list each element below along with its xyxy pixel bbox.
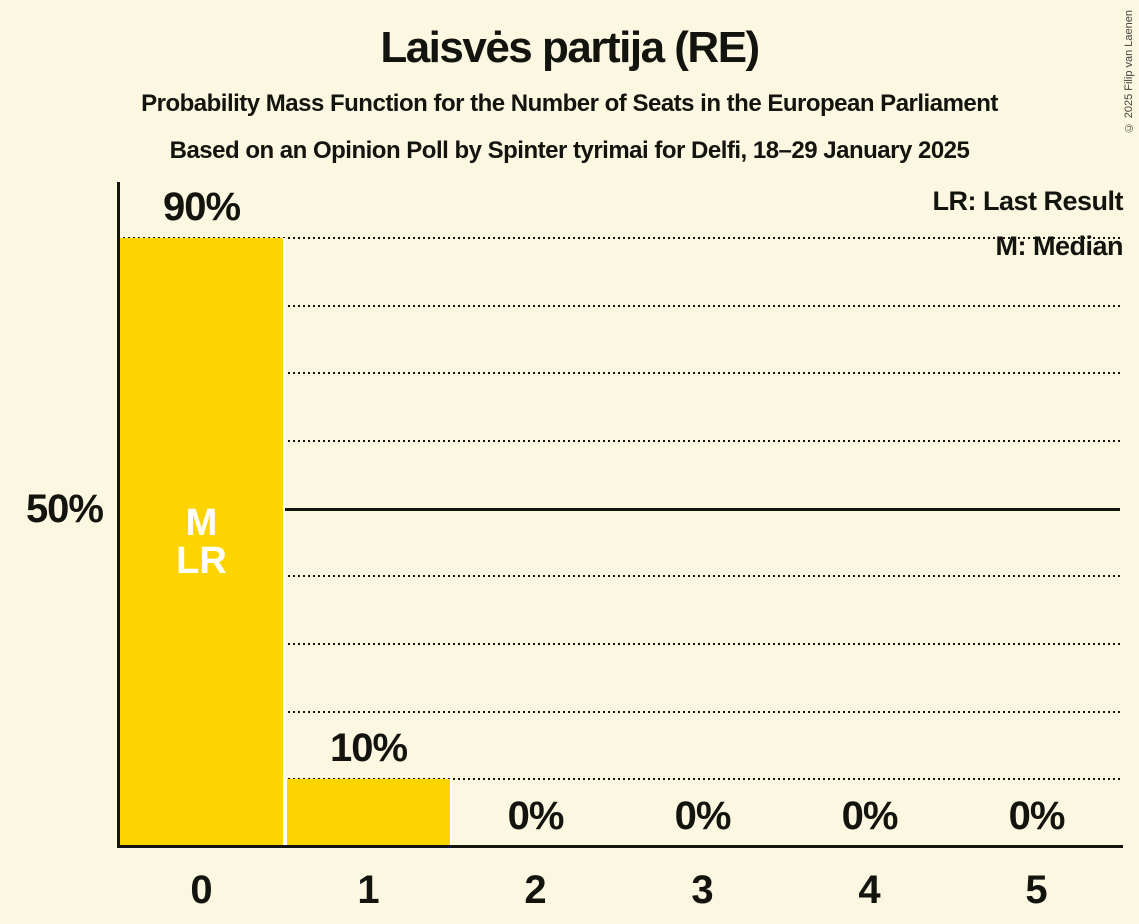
legend-median: M: Median	[995, 231, 1124, 261]
gridline-70pct	[118, 372, 1120, 375]
bar-value-label-5: 0%	[1008, 794, 1066, 838]
gridline-20pct	[118, 710, 1120, 713]
x-tick-1: 1	[357, 868, 380, 912]
bar-value-label-3: 0%	[674, 794, 732, 838]
y-axis-label-50: 50%	[25, 487, 104, 531]
copyright-notice: © 2025 Filip van Laenen	[1123, 10, 1135, 134]
chart-title: Laisvės partija (RE)	[380, 23, 760, 72]
bar-value-label-2: 0%	[507, 794, 565, 838]
median-last-result-annotation: M LR	[118, 238, 285, 847]
bar-seat-1	[285, 779, 452, 847]
x-axis-line	[117, 845, 1123, 848]
x-tick-3: 3	[691, 868, 714, 912]
gridline-40pct	[118, 575, 1120, 578]
x-tick-4: 4	[858, 868, 881, 912]
gridline-60pct	[118, 439, 1120, 442]
gridline-50pct	[118, 507, 1120, 511]
x-tick-0: 0	[190, 868, 213, 912]
chart-subtitle-line1: Probability Mass Function for the Number…	[141, 90, 998, 117]
y-axis-line	[117, 182, 120, 847]
annotation-line-m: M	[185, 502, 218, 545]
bar-seat-0	[118, 237, 285, 847]
gridline-10pct	[118, 778, 1120, 781]
gridline-30pct	[118, 642, 1120, 645]
legend-last-result: LR: Last Result	[932, 186, 1123, 216]
annotation-line-lr: LR	[176, 540, 227, 583]
gridline-90pct	[118, 236, 1120, 239]
chart-subtitle-line2: Based on an Opinion Poll by Spinter tyri…	[169, 137, 970, 164]
bar-value-label-4: 0%	[841, 794, 899, 838]
x-tick-2: 2	[524, 868, 547, 912]
bar-value-label-1: 10%	[329, 726, 408, 771]
bar-value-label-0: 90%	[162, 184, 241, 229]
x-tick-5: 5	[1025, 868, 1048, 912]
gridline-80pct	[118, 304, 1120, 307]
